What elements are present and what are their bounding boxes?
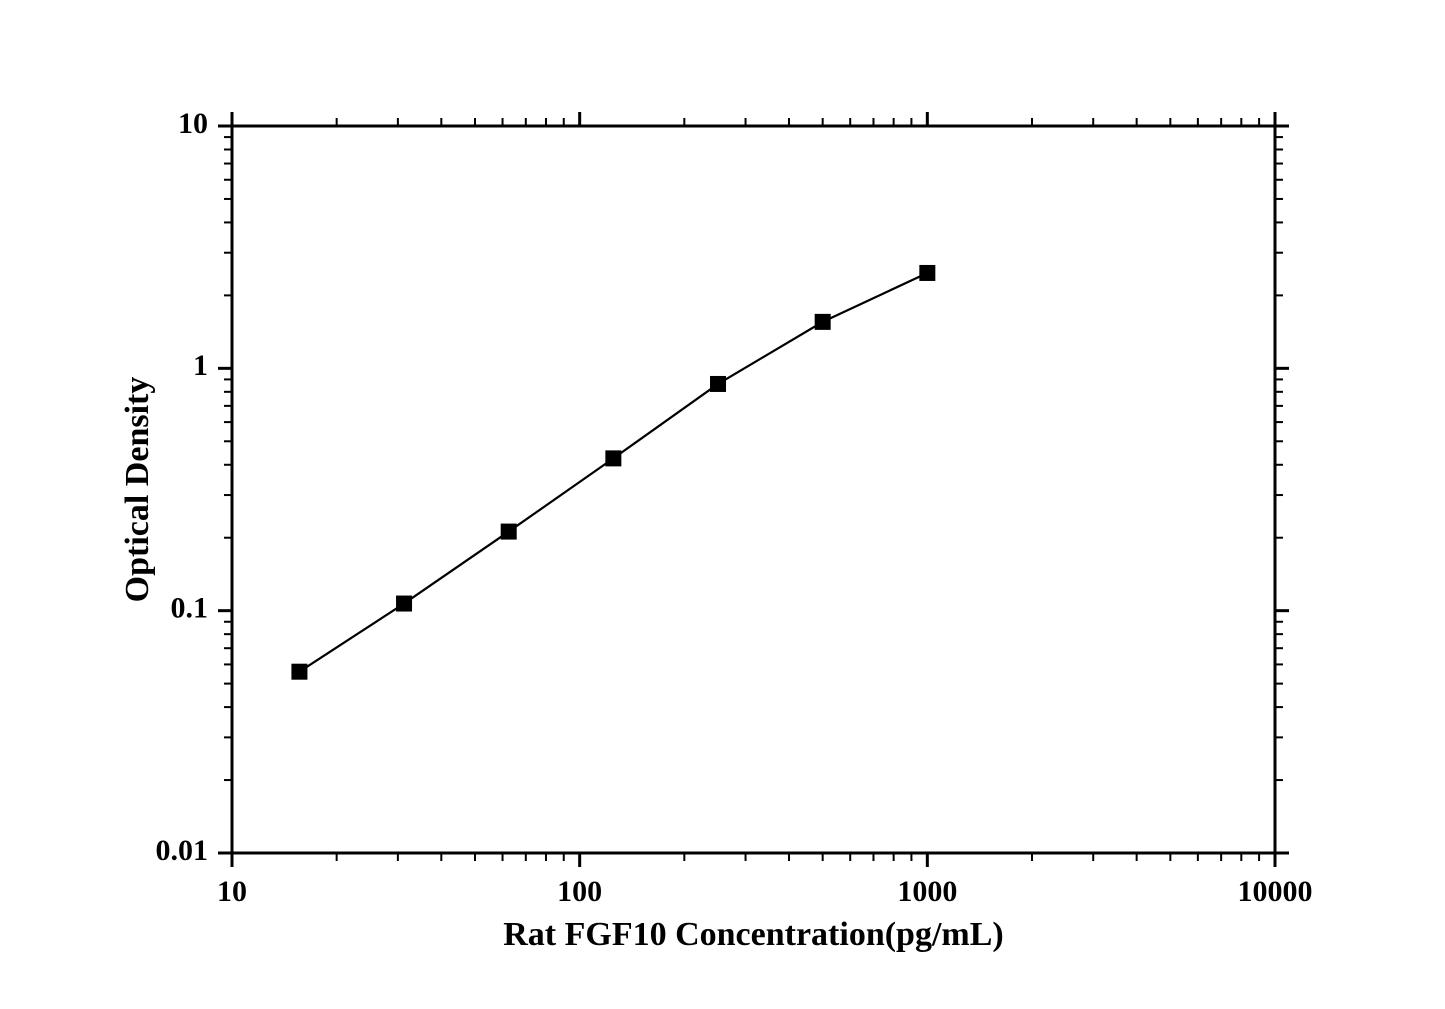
data-marker bbox=[815, 314, 831, 330]
data-marker bbox=[501, 524, 517, 540]
data-marker bbox=[291, 664, 307, 680]
x-tick-label: 100 bbox=[557, 875, 602, 908]
data-marker bbox=[710, 376, 726, 392]
data-marker bbox=[919, 265, 935, 281]
y-tick-label: 1 bbox=[193, 349, 208, 382]
y-axis-label: Optical Density bbox=[119, 377, 156, 603]
chart-svg: 10 100 1000 10000 0.01 0.1 1 10 Rat FGF10 Concen… bbox=[0, 0, 1445, 1009]
y-tick-label: 0.01 bbox=[156, 834, 209, 867]
x-tick-label: 1000 bbox=[897, 875, 957, 908]
y-tick-label: 10 bbox=[178, 107, 208, 140]
x-axis-label: Rat FGF10 Concentration(pg/mL) bbox=[503, 916, 1004, 953]
y-tick-label: 0.1 bbox=[171, 592, 209, 625]
data-marker bbox=[396, 596, 412, 612]
x-tick-label: 10 bbox=[217, 875, 247, 908]
x-tick-label: 10000 bbox=[1238, 875, 1313, 908]
standard-curve-chart: 10 100 1000 10000 0.01 0.1 1 10 Rat FGF10 Concen… bbox=[0, 0, 1445, 1009]
data-marker bbox=[605, 450, 621, 466]
